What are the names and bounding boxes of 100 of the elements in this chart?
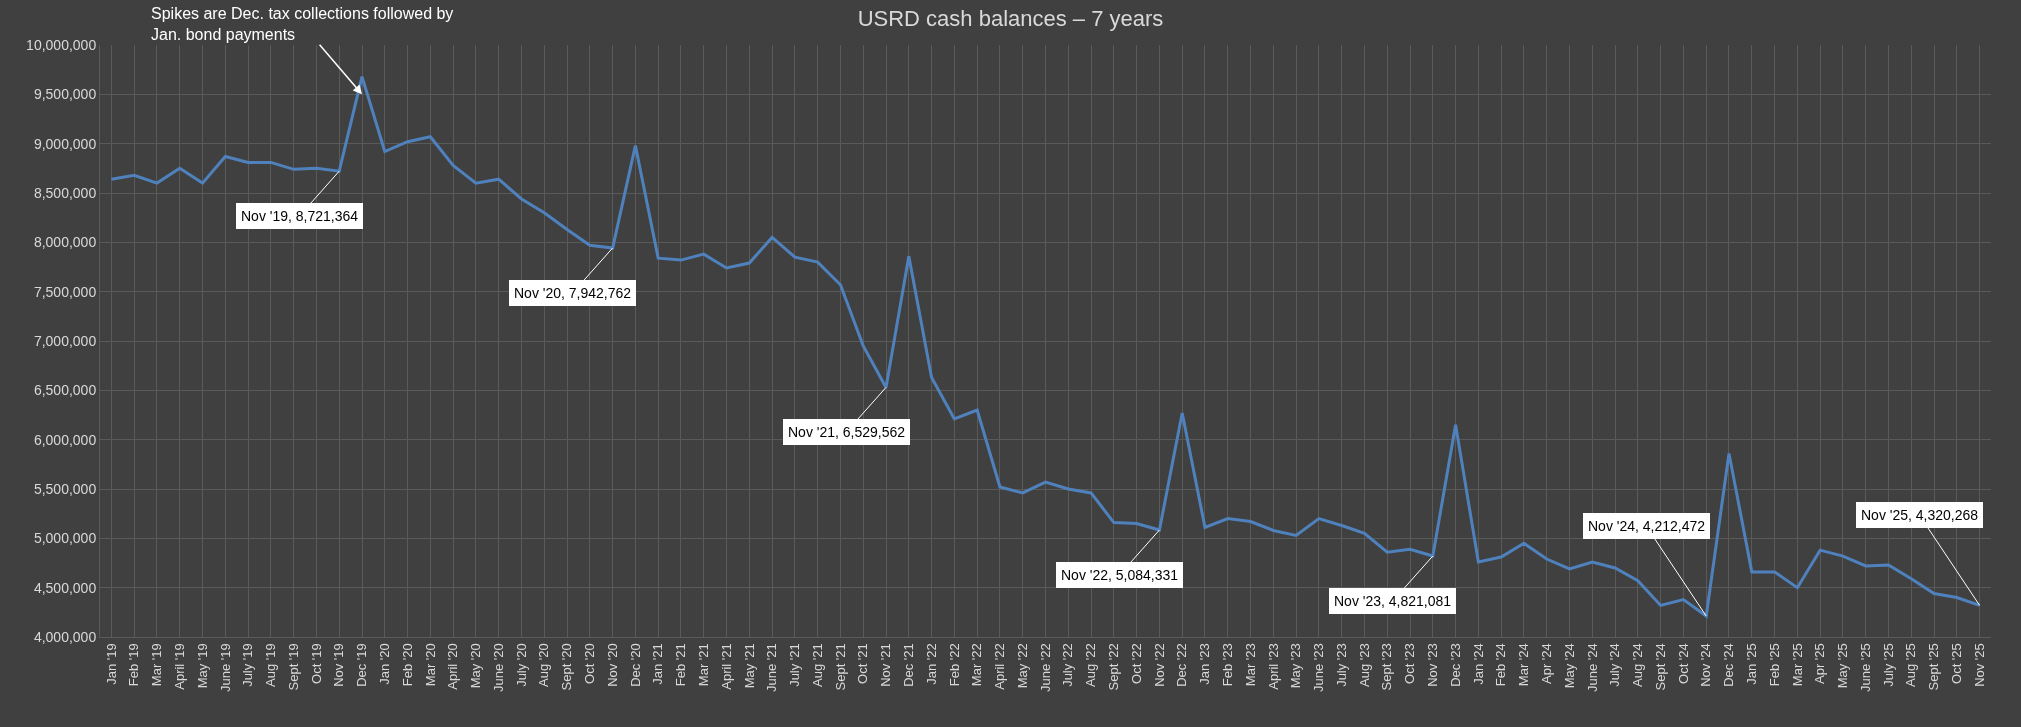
y-tick-label: 8,500,000: [33, 184, 97, 201]
x-tick-label: April '20: [445, 643, 461, 690]
x-tick-label: Aug '21: [809, 643, 825, 687]
y-tick-label: 5,500,000: [33, 480, 97, 497]
x-tick-label: Mar '20: [422, 643, 438, 687]
y-tick-label: 7,500,000: [33, 283, 97, 300]
x-tick-label: June '19: [217, 643, 233, 692]
x-tick-label: Dec '24: [1721, 643, 1737, 687]
x-tick-label: Feb '21: [673, 643, 689, 687]
y-tick-label: 6,500,000: [33, 382, 97, 399]
x-tick-label: Aug '20: [536, 643, 552, 687]
x-tick-label: Nov '23: [1425, 643, 1441, 687]
x-tick-label: July '24: [1607, 643, 1623, 687]
x-tick-label: Nov '24: [1698, 643, 1714, 687]
x-tick-label: April '21: [718, 643, 734, 690]
x-tick-label: Dec '22: [1174, 643, 1190, 687]
x-tick-label: Sept '23: [1379, 643, 1395, 691]
y-tick-label: 4,000,000: [33, 628, 97, 645]
x-tick-label: July '23: [1333, 643, 1349, 687]
x-tick-label: June '23: [1311, 643, 1327, 692]
x-tick-label: Feb '19: [126, 643, 142, 687]
x-tick-label: Feb '20: [399, 643, 415, 687]
x-tick-label: May '23: [1288, 643, 1304, 689]
y-tick-label: 10,000,000: [26, 36, 97, 53]
x-tick-label: Jan '23: [1197, 643, 1213, 685]
x-tick-label: Jan '21: [650, 643, 666, 685]
x-tick-label: Dec '21: [901, 643, 917, 687]
y-tick-label: 9,500,000: [33, 86, 97, 103]
x-tick-label: Feb '24: [1493, 643, 1509, 687]
x-tick-label: July '22: [1060, 643, 1076, 687]
x-tick-label: Oct '21: [855, 643, 871, 684]
x-tick-label: Oct '25: [1949, 643, 1965, 684]
x-tick-label: April '23: [1265, 643, 1281, 690]
x-tick-label: Oct '23: [1402, 643, 1418, 684]
x-tick-label: June '21: [764, 643, 780, 692]
y-tick-label: 5,000,000: [33, 530, 97, 547]
annotation: Nov '24, 4,212,472: [1588, 518, 1706, 534]
annotation: Nov '25, 4,320,268: [1861, 507, 1979, 523]
x-tick-label: Sept '22: [1106, 643, 1122, 691]
x-tick-label: Sept '20: [559, 643, 575, 691]
x-tick-label: Mar '21: [695, 643, 711, 687]
x-tick-label: May '21: [741, 643, 757, 689]
x-tick-label: Dec '19: [354, 643, 370, 687]
x-tick-label: April '22: [992, 643, 1008, 690]
x-tick-label: Feb '25: [1766, 643, 1782, 687]
annotation: Nov '22, 5,084,331: [1061, 567, 1179, 583]
x-tick-label: June '22: [1037, 643, 1053, 692]
x-tick-label: Aug '24: [1630, 643, 1646, 687]
x-tick-label: Sept '19: [285, 643, 301, 691]
x-tick-label: July '19: [240, 643, 256, 687]
x-tick-label: July '21: [787, 643, 803, 687]
x-tick-label: July '25: [1880, 643, 1896, 687]
x-tick-label: May '25: [1835, 643, 1851, 689]
annotation: Nov '23, 4,821,081: [1334, 593, 1452, 609]
x-tick-label: Jan '22: [923, 643, 939, 685]
x-tick-label: Nov '19: [331, 643, 347, 687]
x-tick-label: Aug '22: [1083, 643, 1099, 687]
x-tick-label: May '22: [1014, 643, 1030, 689]
x-tick-label: Oct '20: [582, 643, 598, 684]
x-tick-label: Mar '24: [1516, 643, 1532, 687]
y-tick-label: 8,000,000: [33, 234, 97, 251]
x-tick-label: Feb '23: [1219, 643, 1235, 687]
annotation: Nov '20, 7,942,762: [514, 285, 632, 301]
x-tick-label: Apr '25: [1812, 643, 1828, 684]
x-tick-label: June '24: [1584, 643, 1600, 692]
x-tick-label: June '25: [1857, 643, 1873, 692]
x-tick-label: Jan '19: [103, 643, 119, 685]
x-tick-label: Mar '22: [969, 643, 985, 687]
x-tick-label: Dec '20: [627, 643, 643, 687]
line-series: [109, 75, 1982, 618]
x-tick-label: May '20: [468, 643, 484, 689]
x-tick-label: May '19: [194, 643, 210, 689]
x-tick-label: Oct '19: [308, 643, 324, 684]
x-tick-label: Dec '23: [1447, 643, 1463, 687]
x-tick-label: Jan '25: [1744, 643, 1760, 685]
x-tick-label: Nov '21: [878, 643, 894, 687]
x-tick-label: April '19: [171, 643, 187, 690]
x-tick-label: Sept '25: [1926, 643, 1942, 691]
y-tick-label: 7,000,000: [33, 332, 97, 349]
x-tick-label: Aug '19: [263, 643, 279, 687]
x-tick-label: Oct '22: [1128, 643, 1144, 684]
x-tick-label: Apr '24: [1538, 643, 1554, 684]
annotation: Nov '21, 6,529,562: [788, 424, 906, 440]
x-tick-label: Oct '24: [1675, 643, 1691, 684]
x-tick-label: Jan '24: [1470, 643, 1486, 685]
x-tick-label: Aug '23: [1356, 643, 1372, 687]
x-tick-label: Mar '23: [1242, 643, 1258, 687]
x-tick-label: Mar '25: [1789, 643, 1805, 687]
annotation: Spikes are Dec. tax collections followed by Jan. bond payments: [151, 5, 454, 43]
annotation: Nov '19, 8,721,364: [241, 208, 359, 224]
x-tick-label: May '24: [1561, 643, 1577, 689]
y-tick-label: 6,000,000: [33, 431, 97, 448]
x-tick-label: June '20: [490, 643, 506, 692]
x-tick-label: Jan '20: [377, 643, 393, 685]
x-tick-label: Nov '20: [604, 643, 620, 687]
x-tick-label: Nov '25: [1971, 643, 1987, 687]
x-tick-label: Feb '22: [946, 643, 962, 687]
x-tick-label: Mar '19: [149, 643, 165, 687]
x-tick-label: Sept '24: [1652, 643, 1668, 691]
x-tick-label: Sept '21: [832, 643, 848, 691]
